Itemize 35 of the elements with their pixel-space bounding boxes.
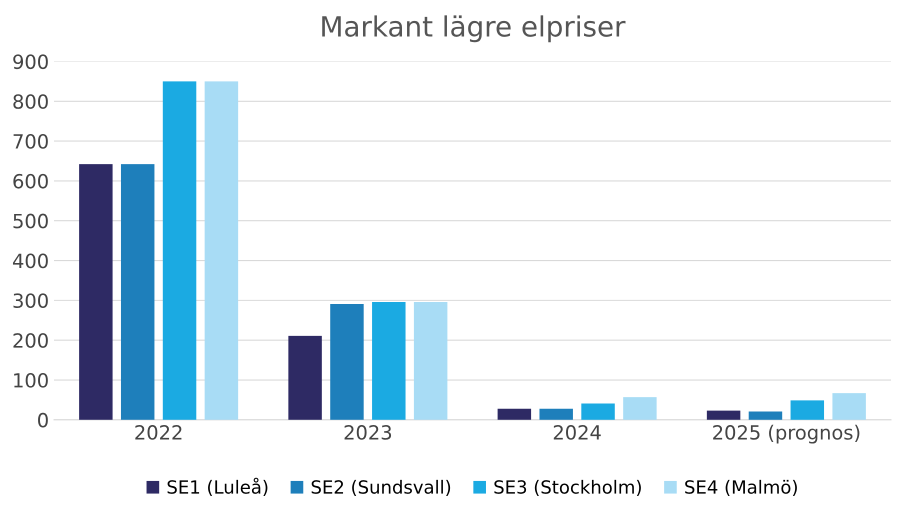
bar xyxy=(539,408,573,420)
bar xyxy=(79,164,113,420)
legend-label: SE3 (Stockholm) xyxy=(494,480,641,496)
x-tick-label: 2024 xyxy=(554,425,601,440)
y-tick-label: 400 xyxy=(12,254,48,268)
bar xyxy=(204,81,238,420)
x-tick-label: 2025 (prognos) xyxy=(713,424,860,444)
legend-label: SE2 (Sundsvall) xyxy=(312,480,450,496)
legend-label: SE4 (Malmö) xyxy=(685,480,797,496)
bar xyxy=(288,336,322,420)
bar xyxy=(372,302,406,420)
bar xyxy=(832,393,866,420)
y-tick-label: 0 xyxy=(38,412,48,428)
bar xyxy=(330,304,364,420)
y-tick-label: 100 xyxy=(14,372,48,388)
bar xyxy=(790,400,824,420)
bar xyxy=(623,397,657,420)
bar xyxy=(120,164,154,420)
y-tick-label: 500 xyxy=(14,214,48,228)
bar xyxy=(162,81,196,420)
y-tick-label: 800 xyxy=(13,94,48,109)
bar xyxy=(706,410,740,420)
y-tick-label: 200 xyxy=(13,333,48,348)
bar xyxy=(498,408,532,420)
x-tick-label: 2023 xyxy=(344,425,392,440)
y-tick-label: 700 xyxy=(14,134,48,149)
chart-title: Markant lägre elpriser xyxy=(322,15,626,42)
x-tick-label: 2022 xyxy=(135,425,182,440)
bar xyxy=(581,404,615,420)
bar xyxy=(414,302,448,420)
y-tick-label: 900 xyxy=(13,54,48,70)
bar xyxy=(748,411,782,420)
y-tick-label: 600 xyxy=(13,174,48,189)
legend-label: SE1 (Luleå) xyxy=(168,478,268,496)
y-tick-label: 300 xyxy=(14,293,48,308)
